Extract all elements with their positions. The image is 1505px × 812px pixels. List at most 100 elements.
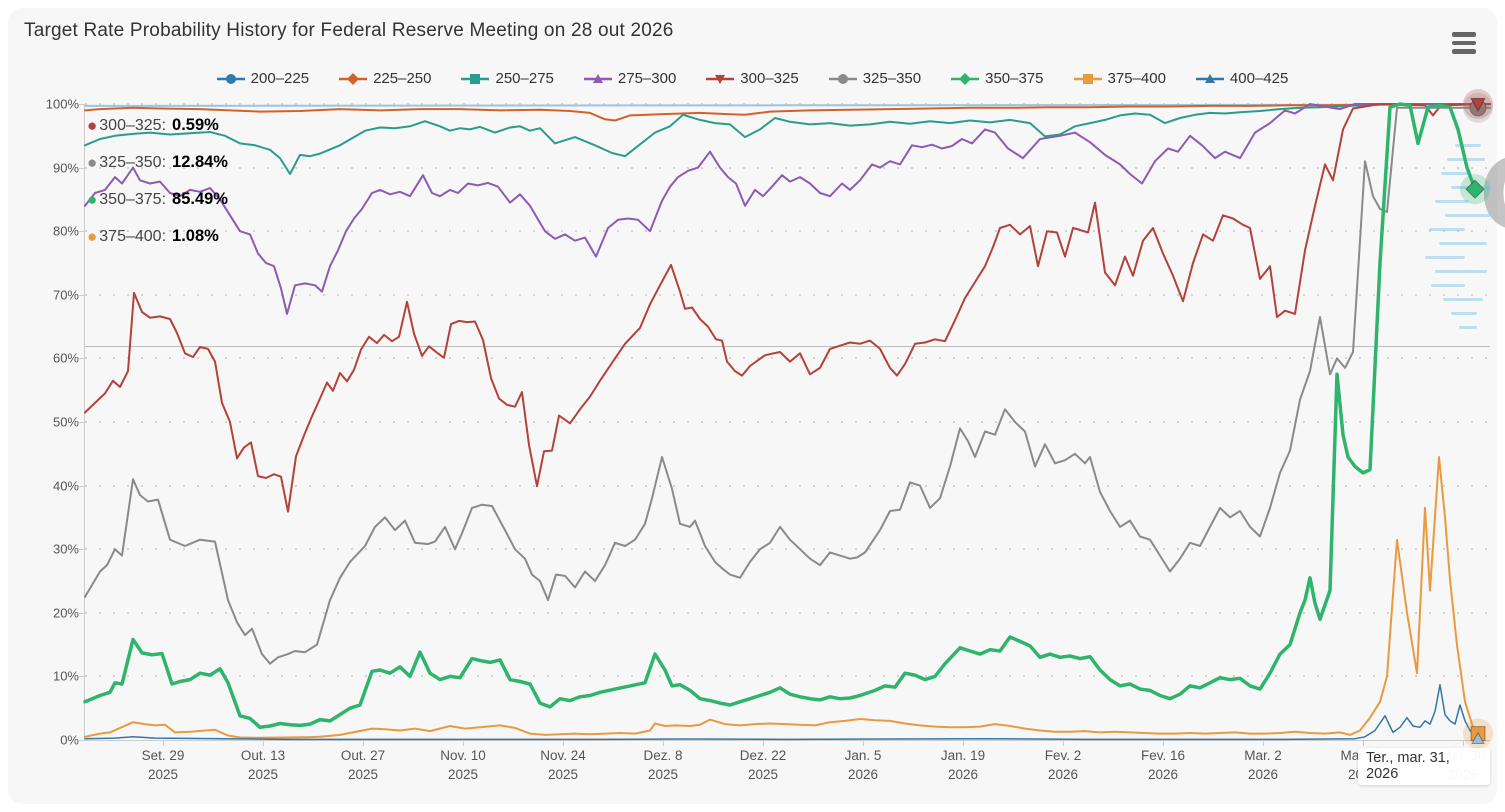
active-point-marker-triangle	[1471, 731, 1485, 745]
x-axis-label-10: Fev. 16 2026	[1140, 748, 1186, 782]
x-axis-tick	[1463, 740, 1464, 746]
gridline-10	[85, 675, 1490, 678]
legend-item-275-300[interactable]: 275–300	[583, 70, 677, 87]
circle-marker-icon	[828, 73, 857, 84]
series-line-400-425	[84, 683, 1479, 741]
x-axis-tick	[363, 740, 364, 746]
x-axis-label-9: Fev. 2 2026	[1044, 748, 1082, 782]
triangle-marker-icon	[583, 73, 612, 83]
gridline-30	[85, 548, 1490, 551]
legend-label: 325–350	[862, 70, 922, 87]
legend-item-225-250[interactable]: 225–250	[339, 70, 431, 87]
gridline-50	[85, 421, 1490, 423]
y-axis-label-90: 90%	[52, 160, 79, 176]
gridline-70	[85, 293, 1490, 296]
tooltip-bullet-icon: ●	[87, 152, 98, 172]
x-axis-tick	[563, 740, 564, 746]
legend-label: 375–400	[1107, 70, 1166, 87]
x-axis-tick	[263, 740, 264, 746]
circle-marker-icon	[216, 73, 245, 84]
tooltip-value: 85.49%	[172, 190, 228, 208]
gridline-100	[85, 103, 1490, 105]
legend-item-350-375[interactable]: 350–375	[951, 70, 1044, 87]
y-axis-tick	[79, 167, 85, 169]
legend-label: 250–275	[495, 70, 554, 87]
legend-item-375-400[interactable]: 375–400	[1073, 70, 1166, 87]
y-axis-label-80: 80%	[52, 223, 79, 239]
legend-item-200-225[interactable]: 200–225	[216, 70, 310, 87]
x-axis-tick	[163, 740, 164, 746]
legend-item-300-325[interactable]: 300–325	[706, 70, 799, 87]
x-axis-label-5: Dez. 8 2025	[643, 748, 683, 782]
gridline-20	[85, 611, 1490, 614]
triangle-marker-icon	[1195, 73, 1224, 83]
x-axis-tick	[763, 740, 764, 746]
y-axis-tick	[79, 104, 85, 105]
legend-item-250-275[interactable]: 250–275	[461, 70, 554, 87]
square-marker-icon	[461, 73, 490, 84]
gridline-90	[85, 166, 1490, 169]
y-axis-label-50: 50%	[52, 414, 79, 430]
gridline-80	[85, 230, 1490, 233]
plot-area[interactable]: Q 0%10%20%30%40%50%60%70%80%90%100% Set.…	[46, 89, 1505, 785]
y-crosshair-line	[85, 345, 1490, 347]
x-axis-tick	[663, 740, 664, 746]
y-axis-label-100: 100%	[45, 96, 79, 112]
x-axis-tick	[863, 740, 864, 746]
series-line-225-250	[84, 103, 1491, 122]
y-axis-label-0: 0%	[60, 732, 79, 748]
active-point-marker-triangle-down	[1470, 97, 1486, 113]
tooltip-range: 350–375:	[99, 190, 167, 208]
hamburger-menu-icon[interactable]	[1449, 30, 1479, 56]
y-axis-label-60: 60%	[52, 350, 79, 366]
tooltip-range: 300–325:	[99, 116, 167, 134]
series-line-275-300	[84, 103, 1491, 315]
active-point-marker-diamond	[1465, 179, 1485, 199]
tooltip-bullet-icon: ●	[87, 115, 98, 135]
legend-label: 275–300	[617, 70, 677, 87]
series-line-300-325	[84, 103, 1491, 513]
x-axis-label-7: Jan. 5 2026	[844, 748, 882, 782]
legend-label: 400–425	[1229, 70, 1289, 87]
tooltip-value: 0.59%	[172, 116, 219, 134]
y-axis-tick	[79, 294, 85, 296]
x-axis-tick	[963, 740, 964, 746]
tooltip-row: ● 375–400: 1.08%	[87, 218, 228, 255]
tooltip-range: 375–400:	[99, 227, 167, 245]
x-axis-tick	[1063, 740, 1064, 746]
y-axis-tick	[79, 740, 85, 741]
series-line-375-400	[84, 456, 1479, 739]
x-axis-label-0: Set. 29 2025	[141, 748, 185, 782]
x-axis-tick	[1163, 740, 1164, 746]
tooltip-row: ● 325–350: 12.84%	[87, 144, 228, 181]
x-axis-line	[85, 740, 1490, 741]
y-axis-label-10: 10%	[52, 668, 79, 684]
y-axis-tick	[79, 612, 85, 614]
y-axis-tick	[79, 549, 85, 551]
x-axis-label-4: Nov. 24 2025	[540, 748, 586, 782]
series-line-350-375	[83, 102, 1477, 730]
y-axis-tick	[79, 422, 85, 423]
legend-item-325-350[interactable]: 325–350	[828, 70, 922, 87]
legend-item-400-425[interactable]: 400–425	[1195, 70, 1289, 87]
chart-title: Target Rate Probability History for Fede…	[24, 20, 674, 41]
y-axis-tick	[79, 231, 85, 233]
y-axis-tick	[79, 485, 85, 487]
legend-label: 300–325	[740, 70, 799, 87]
series-tooltips: ● 300–325: 0.59% ● 325–350: 12.84% ● 350–375: 85…	[87, 107, 228, 255]
x-axis-label-1: Out. 13 2025	[240, 748, 286, 782]
x-axis-label-6: Dez. 22 2025	[739, 748, 787, 782]
legend-label: 200–225	[250, 70, 310, 87]
square-marker-icon	[1073, 73, 1102, 84]
x-axis-tick	[1263, 740, 1264, 746]
tooltip-range: 325–350:	[99, 153, 167, 171]
tooltip-bullet-icon: ●	[87, 226, 98, 246]
y-axis-tick	[79, 358, 85, 360]
triangle-down-marker-icon	[706, 74, 735, 84]
series-line-325-350	[84, 106, 1491, 665]
x-axis-label-3: Nov. 10 2025	[440, 748, 486, 782]
x-axis-label-8: Jan. 19 2026	[940, 748, 986, 782]
chart-series-svg	[83, 89, 1493, 749]
x-axis-tick	[463, 740, 464, 746]
